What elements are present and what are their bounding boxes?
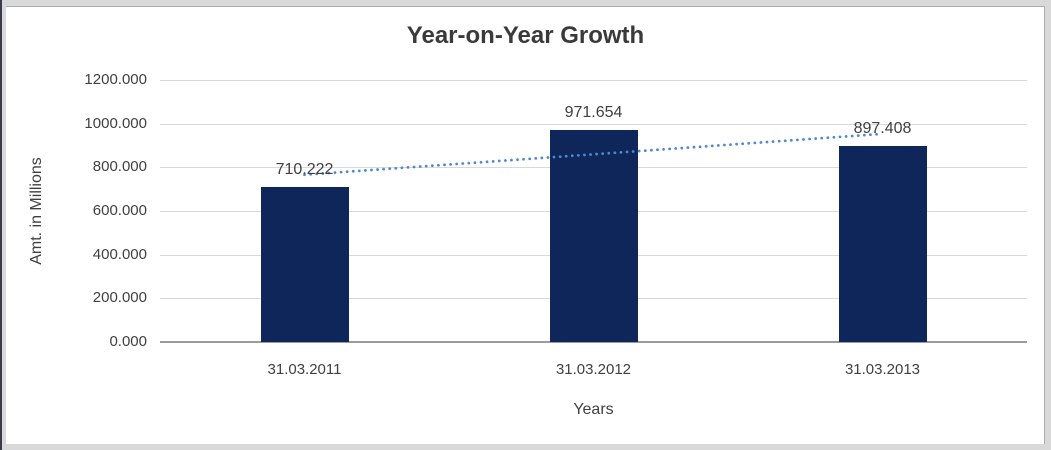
bar-value-label: 971.654 — [564, 103, 623, 121]
x-category-label: 31.03.2012 — [555, 361, 632, 378]
y-tick-label: 200.000 — [92, 289, 147, 307]
y-tick-label: 1000.000 — [84, 114, 147, 132]
left-edge-accent — [0, 0, 2, 450]
plot-area — [160, 80, 1027, 343]
bar — [549, 129, 638, 342]
y-tick-label: 400.000 — [92, 245, 147, 263]
trendline — [303, 132, 884, 177]
gridline — [160, 123, 1027, 125]
x-category-label: 31.03.2013 — [844, 361, 921, 378]
bar — [260, 186, 349, 342]
chart-title: Year-on-Year Growth — [406, 22, 645, 49]
bar — [838, 146, 927, 342]
x-axis-title: Years — [573, 401, 614, 418]
y-tick-label: 0.000 — [109, 333, 147, 350]
x-category-label: 31.03.2011 — [267, 361, 342, 378]
x-axis-line — [160, 341, 1027, 343]
bar-value-label: 897.408 — [853, 120, 912, 138]
y-tick-label: 600.000 — [92, 202, 147, 219]
trendline-path — [303, 132, 884, 177]
y-tick-label: 800.000 — [92, 158, 147, 176]
gridline — [160, 80, 1027, 81]
bar-value-label: 710.222 — [275, 160, 334, 178]
y-tick-label: 1200.000 — [84, 71, 147, 88]
